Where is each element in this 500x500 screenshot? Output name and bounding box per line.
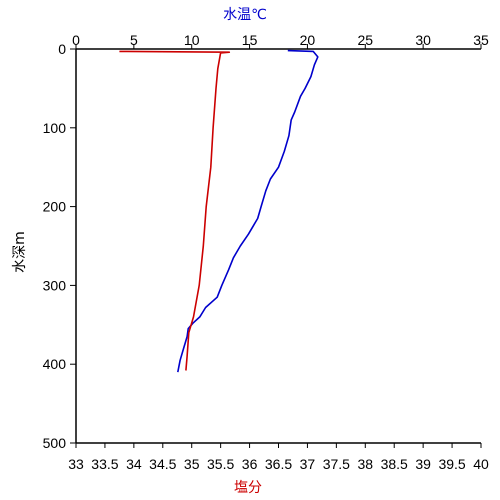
salinity-profile-line xyxy=(119,50,231,371)
bottom-axis-tick-label: 34.5 xyxy=(149,456,176,472)
series-layer xyxy=(119,49,319,373)
axes-layer xyxy=(70,44,482,448)
top-axis-tick-label: 0 xyxy=(72,32,80,48)
top-axis-tick-label: 30 xyxy=(415,32,431,48)
left-axis-tick-label: 200 xyxy=(43,199,67,215)
bottom-axis-title: 塩分 xyxy=(234,480,262,496)
bottom-axis-tick-label: 39.5 xyxy=(438,456,465,472)
left-axis-tick-label: 100 xyxy=(43,120,67,136)
top-axis-tick-label: 5 xyxy=(130,32,138,48)
top-axis-tick-label: 10 xyxy=(184,32,200,48)
top-axis-title: 水温℃ xyxy=(223,7,267,23)
bottom-axis-tick-label: 35 xyxy=(184,456,200,472)
left-axis-tick-label: 500 xyxy=(43,435,67,451)
bottom-axis-tick-label: 35.5 xyxy=(207,456,234,472)
left-axis-title: 水深m xyxy=(12,231,28,273)
top-axis-tick-label: 35 xyxy=(473,32,489,48)
bottom-axis-tick-label: 34 xyxy=(126,456,142,472)
bottom-axis-tick-label: 36 xyxy=(242,456,258,472)
bottom-axis-tick-label: 39 xyxy=(415,456,431,472)
left-axis-tick-label: 400 xyxy=(43,356,67,372)
top-axis-tick-label: 15 xyxy=(242,32,258,48)
bottom-axis-tick-label: 40 xyxy=(473,456,489,472)
labels-layer: 水温℃ 塩分 水深m 0 5 10 15 20 25 30 35 33 33.5 34 34.5 35 3… xyxy=(12,7,489,496)
left-axis-tick-label: 0 xyxy=(58,41,66,57)
bottom-axis-tick-label: 38.5 xyxy=(381,456,408,472)
bottom-axis-tick-label: 37.5 xyxy=(323,456,350,472)
bottom-axis-tick-label: 33.5 xyxy=(91,456,118,472)
top-axis-tick-label: 20 xyxy=(300,32,316,48)
bottom-axis-tick-label: 38 xyxy=(357,456,373,472)
bottom-axis-tick-label: 33 xyxy=(68,456,84,472)
left-axis-tick-label: 300 xyxy=(43,277,67,293)
top-axis-tick-label: 25 xyxy=(357,32,373,48)
bottom-axis-tick-label: 36.5 xyxy=(265,456,292,472)
bottom-axis-tick-label: 37 xyxy=(300,456,316,472)
